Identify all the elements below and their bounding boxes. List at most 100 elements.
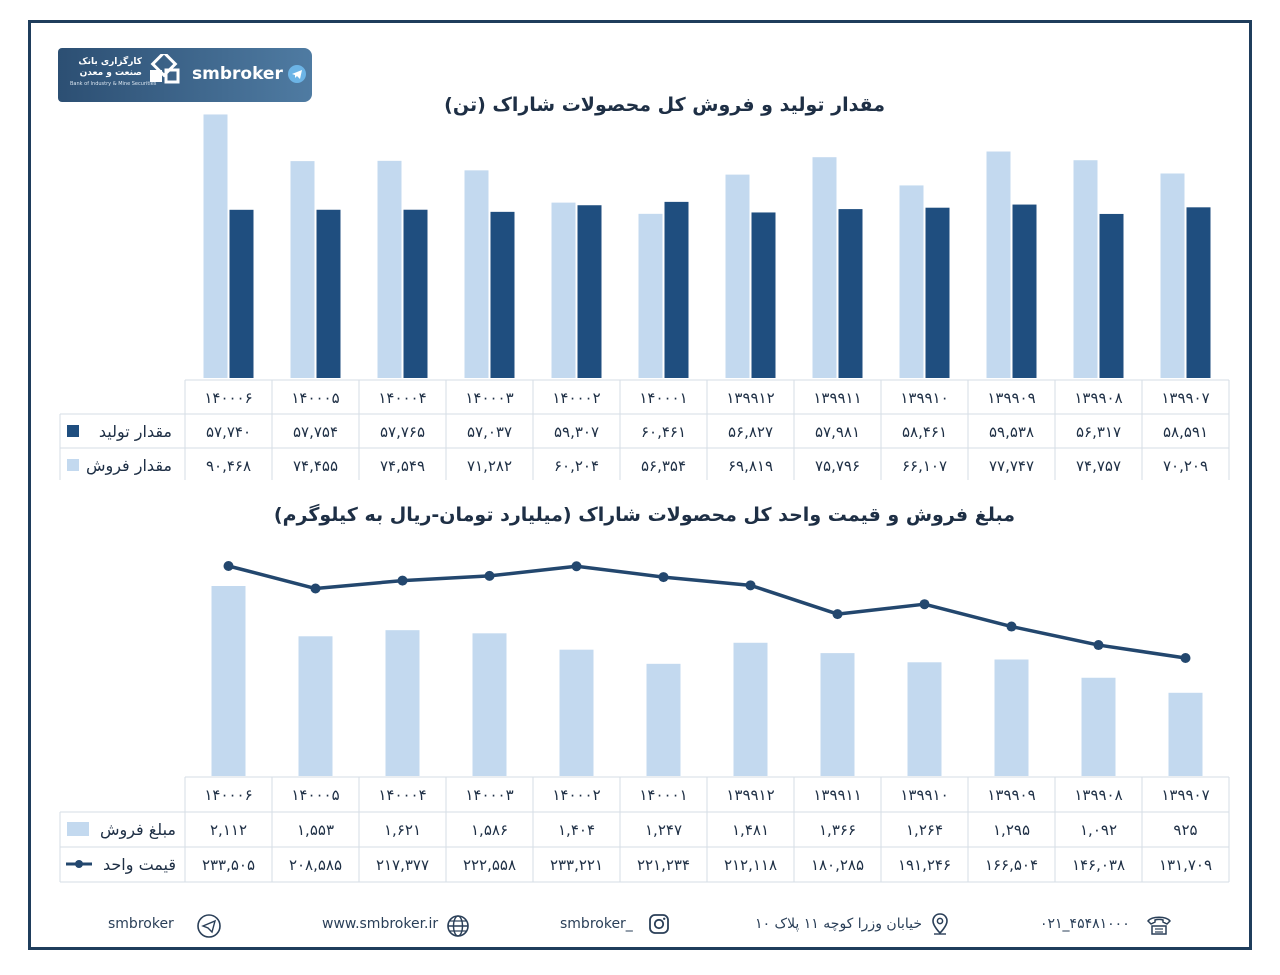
footer-telegram[interactable]: smbroker [108, 916, 174, 932]
unit-price-point [919, 599, 930, 610]
category-label: ۱۴۰۰۰۲ [552, 786, 600, 804]
logo-mark-icon [150, 54, 180, 84]
production-bar [1186, 207, 1211, 378]
category-label: ۱۳۹۹۱۲ [726, 786, 774, 804]
chart1-title: مقدار تولید و فروش کل محصولات شاراک (تن) [444, 94, 885, 116]
production-value-label: ۶۰,۴۶۱ [641, 423, 686, 441]
sales-qty-bar [812, 157, 837, 378]
sales-qty-bar [464, 170, 489, 378]
sales-amount-value-label: ۱,۳۶۶ [819, 821, 856, 839]
production-bar [577, 205, 602, 378]
sales-amount-bar [907, 662, 942, 776]
sales-qty-value-label: ۷۱,۲۸۲ [467, 457, 512, 475]
logo-subtext: Bank of Industry & Mine Securities [70, 81, 157, 87]
production-value-label: ۵۹,۵۳۸ [989, 423, 1034, 441]
category-label: ۱۴۰۰۰۳ [465, 786, 513, 804]
production-value-label: ۵۸,۴۶۱ [902, 423, 947, 441]
production-value-label: ۵۹,۳۰۷ [554, 423, 599, 441]
sales-amount-bar [733, 642, 768, 776]
sales-qty-bar [899, 185, 924, 378]
category-label: ۱۳۹۹۱۱ [813, 786, 861, 804]
sales-amount-bar [646, 663, 681, 776]
sales-qty-bar [638, 213, 663, 378]
category-label: ۱۴۰۰۰۶ [204, 389, 252, 407]
footer-website[interactable]: www.smbroker.ir [322, 916, 439, 932]
sales-qty-bar [377, 160, 402, 378]
sales-qty-bar [725, 174, 750, 378]
unit-price-value-label: ۱۶۶,۵۰۴ [985, 856, 1038, 874]
sales-qty-bar [551, 202, 576, 378]
sales-amount-value-label: ۲,۱۱۲ [210, 821, 247, 839]
legend-unit-price: قیمت واحد [103, 855, 176, 875]
category-label: ۱۴۰۰۰۳ [465, 389, 513, 407]
category-label: ۱۳۹۹۱۱ [813, 389, 861, 407]
bank-logo: کارگزاری بانک صنعت و معدن Bank of Indust… [70, 54, 180, 94]
unit-price-value-label: ۲۱۲,۱۱۸ [724, 856, 777, 874]
category-label: ۱۳۹۹۰۷ [1161, 786, 1209, 804]
sales-qty-bar [203, 114, 228, 379]
chart1-svg: ۱۳۹۹۰۷ ۵۸,۵۹۱ ۷۰,۲۰۹ ۱۳۹۹۰۸ ۵۶,۳۱۷ ۷۴,۷۵۷ ۱۳۹۹… [59, 114, 1230, 480]
category-label: ۱۳۹۹۰۸ [1074, 389, 1122, 407]
sales-qty-bar [1073, 160, 1098, 378]
sales-qty-value-label: ۹۰,۴۶۸ [206, 457, 251, 475]
unit-price-value-label: ۱۴۶,۰۳۸ [1072, 856, 1125, 874]
production-value-label: ۵۶,۸۲۷ [728, 423, 773, 441]
unit-price-point [745, 580, 756, 591]
category-label: ۱۳۹۹۱۲ [726, 389, 774, 407]
unit-price-point [310, 583, 321, 594]
unit-price-value-label: ۱۸۰,۲۸۵ [811, 856, 864, 874]
sales-amount-value-label: ۱,۵۸۶ [471, 821, 508, 839]
sales-amount-value-label: ۱,۲۴۷ [645, 821, 682, 839]
sales-qty-value-label: ۷۴,۷۵۷ [1076, 457, 1121, 475]
legend-swatch-sales-qty [67, 459, 79, 471]
logo-text-line2: صنعت و معدن [79, 68, 142, 78]
sales-amount-bar [994, 659, 1029, 776]
unit-price-point [658, 572, 669, 583]
footer-phone: ۰۲۱_۴۵۴۸۱۰۰۰ [1040, 916, 1130, 932]
telegram-outline-icon[interactable] [196, 913, 222, 939]
footer-address: خیابان وزرا کوچه ۱۱ پلاک ۱۰ [755, 916, 922, 932]
production-bar [925, 207, 950, 378]
sales-amount-bar [211, 586, 246, 776]
sales-amount-value-label: ۱,۴۰۴ [558, 821, 595, 839]
unit-price-value-label: ۱۹۱,۲۴۶ [898, 856, 951, 874]
production-bar [1099, 213, 1124, 378]
unit-price-point [484, 570, 495, 581]
brand-banner[interactable] [58, 48, 312, 102]
production-value-label: ۵۷,۰۳۷ [467, 423, 512, 441]
category-label: ۱۴۰۰۰۴ [378, 786, 426, 804]
sales-amount-value-label: ۱,۶۲۱ [384, 821, 421, 839]
production-bar [838, 209, 863, 378]
sales-qty-value-label: ۷۵,۷۹۶ [815, 457, 860, 475]
unit-price-value-label: ۲۳۳,۵۰۵ [202, 856, 255, 874]
unit-price-point [1006, 621, 1017, 632]
sales-amount-value-label: ۱,۵۵۳ [297, 821, 334, 839]
category-label: ۱۴۰۰۰۲ [552, 389, 600, 407]
legend-sales-amount: مبلغ فروش [100, 820, 176, 840]
production-value-label: ۵۷,۷۶۵ [380, 423, 425, 441]
telegram-icon[interactable] [288, 65, 306, 83]
production-bar [751, 212, 776, 378]
instagram-icon[interactable] [648, 913, 670, 935]
poster-frame [28, 20, 1252, 950]
unit-price-value-label: ۲۳۳,۲۲۱ [550, 856, 603, 874]
production-value-label: ۵۷,۷۴۰ [206, 423, 251, 441]
category-label: ۱۴۰۰۰۱ [639, 786, 687, 804]
chart2-title: مبلغ فروش و قیمت واحد کل محصولات شاراک (… [273, 504, 1015, 526]
unit-price-value-label: ۲۱۷,۳۷۷ [376, 856, 429, 874]
footer-instagram[interactable]: smbroker_ [560, 916, 633, 932]
category-label: ۱۴۰۰۰۴ [378, 389, 426, 407]
production-bar [229, 209, 254, 378]
sales-amount-value-label: ۱,۴۸۱ [732, 821, 769, 839]
legend-production: مقدار تولید [99, 422, 172, 442]
unit-price-value-label: ۱۳۱,۷۰۹ [1159, 856, 1212, 874]
legend-swatch-sales-amount [67, 822, 89, 836]
production-value-label: ۵۶,۳۱۷ [1076, 423, 1121, 441]
unit-price-point [1093, 640, 1104, 651]
unit-price-point [571, 561, 582, 572]
category-label: ۱۳۹۹۰۷ [1161, 389, 1209, 407]
production-bar [490, 211, 515, 378]
globe-icon [447, 915, 469, 937]
sales-amount-bar [298, 636, 333, 776]
sales-qty-bar [290, 161, 315, 378]
